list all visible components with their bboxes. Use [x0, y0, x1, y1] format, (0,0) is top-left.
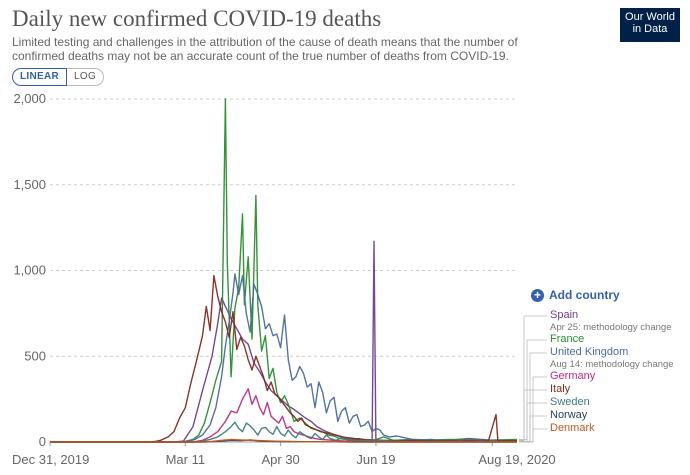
- legend-note: Apr 25: methodology change: [550, 322, 672, 333]
- x-tick-label: Aug 19, 2020: [478, 452, 555, 467]
- x-tick-label: Jun 19: [356, 452, 395, 467]
- log-scale-button[interactable]: LOG: [67, 68, 105, 86]
- series-legend: Spain Apr 25: methodology change France Uni…: [550, 309, 685, 435]
- legend-label: Germany: [550, 370, 596, 382]
- series-line-denmark: [50, 438, 517, 443]
- plus-circle-icon: +: [531, 288, 544, 302]
- legend-entry-sweden[interactable]: Sweden: [550, 396, 685, 409]
- legend-label: Italy: [550, 383, 571, 395]
- chart-title: Daily new confirmed COVID-19 deaths: [12, 6, 382, 31]
- owid-logo[interactable]: Our World in Data: [620, 8, 680, 42]
- legend-label: Spain: [550, 309, 579, 321]
- x-tick-label: Apr 30: [261, 452, 299, 467]
- x-tick-label: Dec 31, 2019: [12, 452, 89, 467]
- x-tick-label: Mar 11: [166, 452, 206, 467]
- y-tick-label: 500: [24, 348, 46, 363]
- linear-scale-button[interactable]: LINEAR: [12, 68, 68, 86]
- y-tick-label: 2,000: [13, 91, 46, 106]
- logo-line-1: Our World: [625, 11, 675, 23]
- legend-connector: [519, 389, 547, 442]
- logo-line-2: in Data: [632, 23, 668, 35]
- chart-subtitle: Limited testing and challenges in the at…: [12, 35, 518, 63]
- series-line-italy: [50, 274, 518, 443]
- legend-label: Norway: [550, 409, 588, 421]
- series-line-spain: [50, 240, 518, 443]
- legend-entry-united-kingdom[interactable]: United Kingdom Aug 14: methodology change: [550, 346, 685, 370]
- y-tick-label: 1,500: [13, 177, 46, 192]
- add-country-label: Add country: [549, 288, 620, 302]
- add-country-button[interactable]: + Add country: [531, 288, 620, 302]
- legend-connector: [519, 315, 547, 441]
- y-tick-label: 0: [39, 434, 46, 449]
- scale-toggle: LINEAR LOG: [12, 68, 105, 86]
- legend-note: Aug 14: methodology change: [550, 359, 674, 370]
- legend-label: France: [550, 333, 585, 345]
- legend-entry-spain[interactable]: Spain Apr 25: methodology change: [550, 309, 685, 333]
- legend-label: Sweden: [550, 396, 590, 408]
- legend-entry-norway[interactable]: Norway: [550, 409, 685, 422]
- legend-entry-germany[interactable]: Germany: [550, 370, 685, 383]
- legend-entry-italy[interactable]: Italy: [550, 383, 685, 396]
- legend-entry-denmark[interactable]: Denmark: [550, 422, 685, 435]
- y-tick-label: 1,000: [13, 263, 46, 278]
- legend-label: Denmark: [550, 422, 595, 434]
- series-line-sweden: [50, 421, 517, 443]
- legend-entry-france[interactable]: France: [550, 333, 685, 346]
- legend-label: United Kingdom: [550, 346, 629, 358]
- series-line-united-kingdom: [49, 273, 518, 443]
- legend-connector: [519, 428, 547, 443]
